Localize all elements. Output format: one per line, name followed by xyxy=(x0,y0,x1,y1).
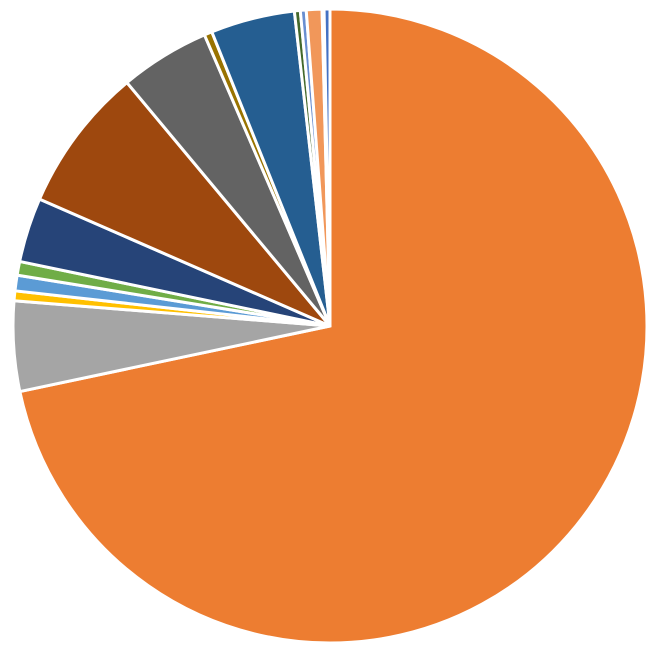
pie-slice-7 xyxy=(38,81,332,328)
pie-slices xyxy=(11,7,649,645)
pie-slice-15 xyxy=(322,7,332,328)
pie-slice-1 xyxy=(18,7,649,645)
